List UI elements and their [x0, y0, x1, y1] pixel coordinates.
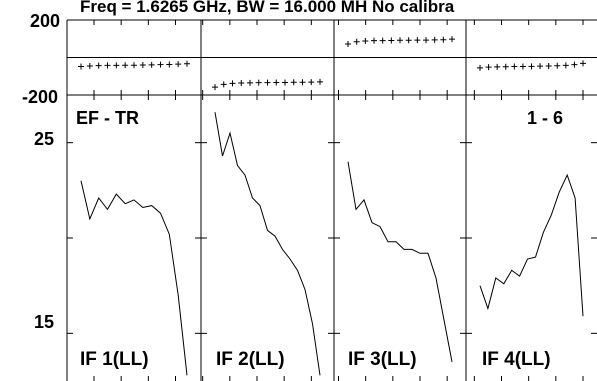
phase-point: [122, 62, 129, 69]
phase-point: [477, 64, 483, 71]
phase-point: [494, 63, 501, 70]
panel-label-if3: IF 3(LL): [348, 349, 417, 370]
plot-frame: [66, 19, 597, 381]
phase-point: [264, 79, 271, 86]
phase-point: [229, 80, 236, 87]
chart-title: Freq = 1.6265 GHz, BW = 16.000 MH No cal…: [80, 0, 455, 16]
phase-point: [537, 63, 544, 70]
phase-point: [131, 62, 137, 69]
phase-point: [388, 37, 395, 44]
phase-point: [86, 62, 93, 69]
phase-point: [519, 63, 526, 70]
phase-point: [273, 79, 280, 86]
phase-point: [299, 79, 306, 86]
antenna-range-label: 1 - 6: [527, 108, 563, 128]
phase-point: [511, 63, 518, 70]
phase-point: [431, 36, 438, 43]
phase-point: [317, 78, 323, 85]
phase-point: [184, 60, 190, 67]
phase-point: [282, 79, 288, 86]
phase-point: [139, 62, 146, 68]
phase-point: [157, 61, 164, 68]
phase-point: [562, 62, 569, 69]
phase-point: [414, 37, 421, 44]
panel-label-if4: IF 4(LL): [482, 349, 551, 370]
phase-point: [247, 79, 253, 86]
phase-point: [95, 62, 102, 69]
panel-label-if1: IF 1(LL): [80, 349, 149, 370]
phase-point: [554, 62, 561, 69]
phase-point: [353, 38, 360, 45]
phase-point: [238, 80, 245, 86]
phase-point: [212, 84, 218, 91]
baseline-label: EF - TR: [76, 108, 139, 128]
phase-point: [290, 79, 297, 86]
amp-tick-label-top: 25: [34, 129, 54, 149]
phase-point: [405, 37, 412, 44]
phase-point: [502, 63, 509, 70]
phase-point: [148, 61, 155, 68]
phase-point: [379, 37, 386, 44]
amp-series-line: [479, 173, 584, 317]
phase-point: [175, 61, 182, 68]
phase-point: [345, 41, 351, 47]
phase-point: [166, 61, 173, 68]
phase-point: [449, 36, 455, 43]
phase-point: [423, 37, 429, 44]
phase-point: [580, 60, 586, 67]
phase-point: [255, 79, 262, 86]
data-marks: [78, 36, 586, 376]
phase-point: [545, 62, 552, 69]
phase-point: [113, 62, 120, 69]
panel-label-if2: IF 2(LL): [216, 349, 285, 370]
phase-point: [528, 63, 535, 70]
phase-tick-label-top: 200: [30, 11, 60, 31]
phase-point: [485, 64, 492, 71]
phase-point: [371, 37, 377, 44]
phase-point: [220, 81, 227, 88]
phase-point: [104, 62, 111, 69]
phase-point: [397, 37, 403, 44]
phase-point: [308, 79, 315, 86]
phase-point: [78, 63, 84, 70]
amp-series-line: [347, 161, 453, 362]
amp-tick-label-bottom: 15: [34, 312, 54, 332]
phase-point: [362, 38, 369, 44]
phase-tick-label-bottom: -200: [22, 87, 58, 107]
phase-point: [440, 36, 447, 43]
amp-series-line: [214, 112, 321, 376]
amp-series-line: [80, 180, 188, 376]
phase-point: [571, 61, 578, 68]
